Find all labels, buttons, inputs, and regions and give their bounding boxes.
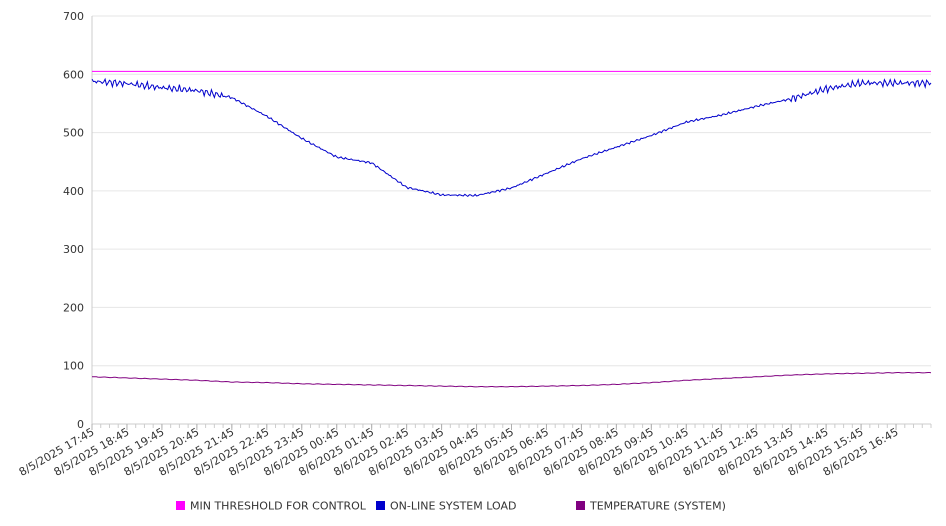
y-tick-label: 500	[63, 127, 84, 140]
y-tick-label: 600	[63, 68, 84, 81]
y-tick-label: 100	[63, 360, 84, 373]
series-lines	[91, 70, 932, 388]
y-axis: 0 100 200 300 400 500 600 700	[63, 10, 93, 431]
legend-swatch	[376, 501, 385, 510]
y-tick-label: 300	[63, 243, 84, 256]
y-tick-label: 0	[77, 418, 84, 431]
legend-label: MIN THRESHOLD FOR CONTROL	[190, 500, 367, 513]
legend: MIN THRESHOLD FOR CONTROL ON-LINE SYSTEM …	[176, 500, 726, 513]
grid-lines	[92, 15, 931, 425]
legend-swatch	[576, 501, 585, 510]
legend-swatch	[176, 501, 185, 510]
y-tick-label: 700	[63, 10, 84, 23]
series-line-1	[91, 77, 932, 198]
x-axis: 8/5/2025 17:458/5/2025 18:458/5/2025 19:…	[17, 423, 932, 479]
y-tick-label: 400	[63, 185, 84, 198]
series-line-2	[91, 372, 932, 388]
legend-label: TEMPERATURE (SYSTEM)	[589, 500, 726, 513]
legend-label: ON-LINE SYSTEM LOAD	[390, 500, 516, 513]
y-tick-label: 200	[63, 301, 84, 314]
